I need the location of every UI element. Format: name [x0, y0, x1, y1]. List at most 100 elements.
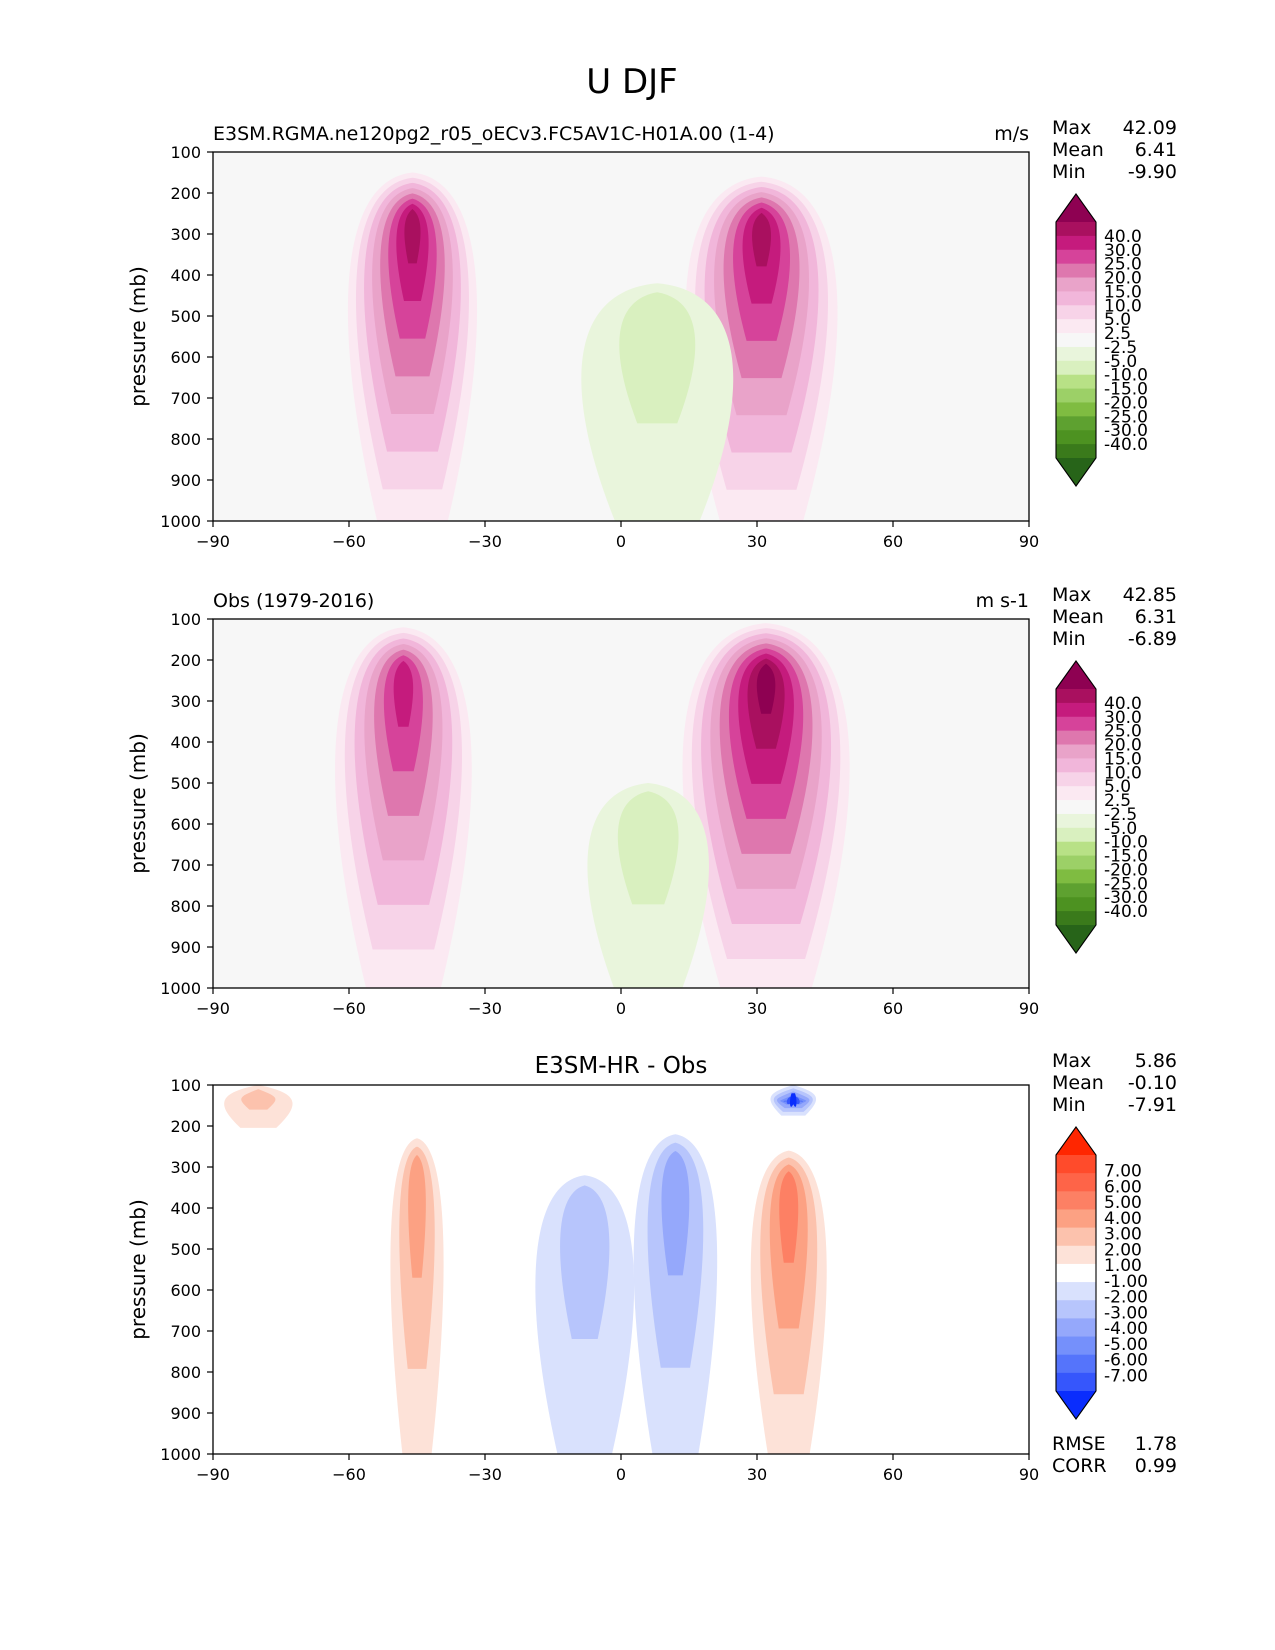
stat-value: 0.99 — [1135, 1455, 1177, 1477]
stat-value: 1.78 — [1135, 1433, 1177, 1455]
stat-label: Min — [1052, 161, 1086, 183]
jet-0-level-6 — [393, 660, 414, 727]
y-tick-label: 400 — [170, 1199, 201, 1218]
colorbar-swatch — [1056, 730, 1096, 746]
x-tick-label: 90 — [1019, 1465, 1039, 1484]
x-tick-label: 90 — [1019, 532, 1039, 551]
colorbar-level-label: -10.0 — [1104, 366, 1148, 386]
subplot-reference: −90 −60 −30 0 30 60 90 100 200 300 400 500 600 700 800… — [126, 584, 1177, 1018]
x-tick-label: 0 — [616, 532, 626, 551]
colorbar-swatch — [1056, 716, 1096, 732]
colorbar-extend-bottom — [1056, 1391, 1096, 1419]
y-tick-label: 1000 — [160, 1445, 201, 1464]
easterly-0-level-1 — [617, 791, 679, 905]
colorbar-swatch — [1056, 841, 1096, 857]
colorbar-swatch — [1056, 249, 1096, 265]
anomaly-0-level-2 — [408, 1155, 426, 1278]
colorbar-swatch — [1056, 1191, 1096, 1211]
anomaly-3-level-1 — [560, 1185, 610, 1339]
colorbar-swatch — [1056, 869, 1096, 884]
colorbar-level-label: -5.00 — [1104, 1335, 1148, 1355]
units-label: m/s — [994, 123, 1029, 145]
colorbar-extend-top — [1056, 661, 1096, 689]
y-tick-label: 1000 — [160, 512, 201, 531]
y-tick-label: 900 — [170, 471, 201, 490]
colorbar-level-label: 15.0 — [1104, 749, 1142, 769]
x-tick-label: −30 — [468, 999, 502, 1018]
x-tick-label: 60 — [883, 532, 903, 551]
colorbar-extend-bottom — [1056, 458, 1096, 486]
colorbar-level-label: -4.00 — [1104, 1319, 1148, 1339]
colorbar-level-label: 30.0 — [1104, 708, 1142, 728]
colorbar-swatch — [1056, 222, 1096, 237]
colorbar-level-label: -2.5 — [1104, 805, 1137, 825]
subplot-difference: −90 −60 −30 0 30 60 90 100 200 300 400 500 600 700 800… — [126, 1050, 1177, 1484]
filled-contours — [335, 623, 850, 988]
colorbar-level-label: -20.0 — [1104, 860, 1148, 880]
colorbar-swatch — [1056, 1354, 1096, 1374]
stat-label: Max — [1052, 1050, 1091, 1072]
colorbar-swatch — [1056, 883, 1096, 898]
colorbar-level-label: 25.0 — [1104, 722, 1142, 742]
colorbar-swatch — [1056, 263, 1096, 279]
colorbar-level-label: -7.00 — [1104, 1366, 1148, 1386]
colorbar-swatch — [1056, 291, 1096, 306]
y-tick-label: 800 — [170, 1363, 201, 1382]
colorbar-level-label: -6.00 — [1104, 1351, 1148, 1371]
colorbar-level-label: -3.00 — [1104, 1303, 1148, 1323]
colorbar-level-label: -2.00 — [1104, 1288, 1148, 1308]
colorbar-level-label: -1.00 — [1104, 1272, 1148, 1292]
colorbar-swatch — [1056, 1300, 1096, 1319]
colorbar-level-label: 5.0 — [1104, 310, 1131, 330]
colorbar-swatch — [1056, 786, 1096, 801]
colorbar-swatch — [1056, 1173, 1096, 1192]
y-tick-label: 300 — [170, 1158, 201, 1177]
stat-label: Mean — [1052, 1072, 1104, 1094]
stat-value: 5.86 — [1135, 1050, 1177, 1072]
colorbar-level-label: -5.0 — [1104, 819, 1137, 839]
colorbar-swatch — [1056, 416, 1096, 431]
colorbar-level-label: 2.5 — [1104, 324, 1131, 344]
stat-label: Mean — [1052, 139, 1104, 161]
colorbar-swatch — [1056, 1209, 1096, 1229]
colorbar-level-label: -40.0 — [1104, 902, 1148, 922]
x-tick-label: 30 — [747, 999, 767, 1018]
y-tick-label: 600 — [170, 815, 201, 834]
stat-value: -9.90 — [1128, 161, 1177, 183]
colorbar-extend-top — [1056, 194, 1096, 222]
colorbar-swatch — [1056, 360, 1096, 376]
colorbar-swatch — [1056, 702, 1096, 718]
colorbar-swatch — [1056, 319, 1096, 334]
colorbar-swatch — [1056, 689, 1096, 704]
y-tick-label: 200 — [170, 184, 201, 203]
colorbar-level-label: 3.00 — [1104, 1225, 1142, 1245]
colorbar-swatch — [1056, 772, 1096, 787]
anomaly-4-level-6 — [790, 1093, 797, 1107]
colorbar-level-label: 7.00 — [1104, 1162, 1142, 1182]
colorbar-level-label: -30.0 — [1104, 421, 1148, 441]
y-tick-label: 500 — [170, 307, 201, 326]
colorbar-level-label: -15.0 — [1104, 380, 1148, 400]
colorbar: 40.030.025.020.015.010.05.02.5-2.5-5.0-1… — [1055, 660, 1148, 954]
figure-title: U DJF — [586, 62, 677, 102]
y-axis-label: pressure (mb) — [126, 266, 150, 407]
x-tick-label: 90 — [1019, 999, 1039, 1018]
colorbar-swatch — [1056, 430, 1096, 445]
stat-label: Min — [1052, 628, 1086, 650]
y-tick-label: 200 — [170, 651, 201, 670]
colorbar-swatch — [1056, 1282, 1096, 1301]
colorbar-level-label: 40.0 — [1104, 694, 1142, 714]
colorbar-outline — [1055, 660, 1097, 954]
subplot-test: −90 −60 −30 0 30 60 90 100 200 300 400 500 600 700 800… — [126, 117, 1177, 551]
colorbar-swatch — [1056, 277, 1096, 293]
colorbar-swatch — [1056, 235, 1096, 251]
stat-value: -7.91 — [1128, 1094, 1177, 1116]
y-axis-label: pressure (mb) — [126, 1199, 150, 1340]
y-tick-label: 500 — [170, 774, 201, 793]
colorbar-level-label: 4.00 — [1104, 1209, 1142, 1229]
colorbar-swatch — [1056, 911, 1096, 926]
y-tick-label: 500 — [170, 1240, 201, 1259]
x-tick-label: −90 — [196, 532, 230, 551]
y-tick-label: 700 — [170, 856, 201, 875]
